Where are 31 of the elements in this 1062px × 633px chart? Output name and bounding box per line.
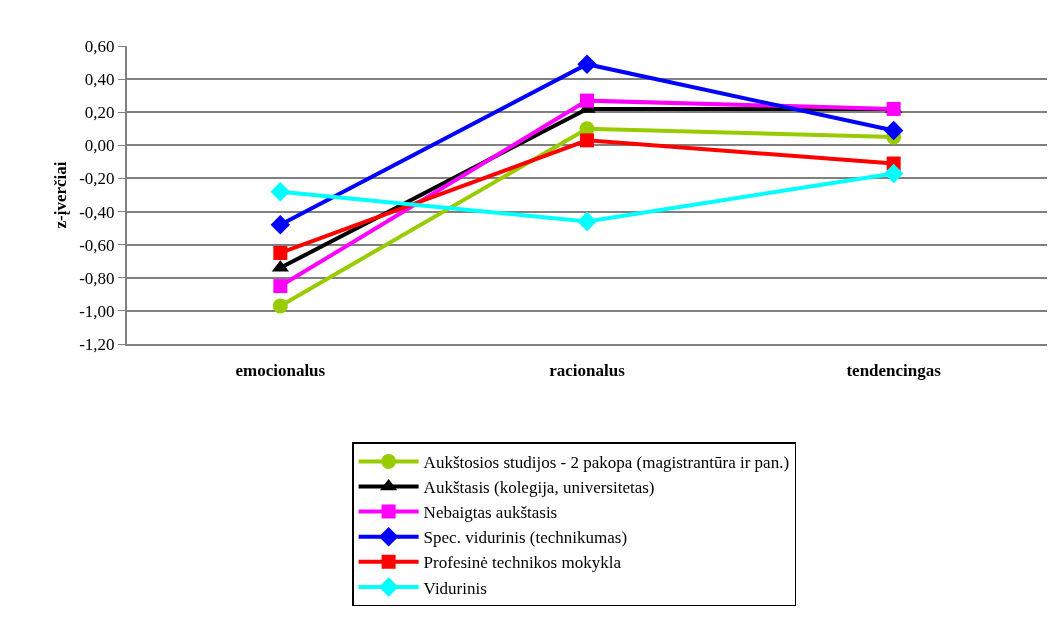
legend-label: Vidurinis xyxy=(423,578,487,598)
point xyxy=(883,120,904,141)
y-tick-label: 0,40 xyxy=(84,70,115,90)
point xyxy=(580,133,594,148)
x-tick-label: emocionalus xyxy=(235,361,326,381)
point xyxy=(272,298,288,314)
point xyxy=(273,279,288,294)
point xyxy=(883,163,904,184)
legend-label: Nebaigtas aukštasis xyxy=(423,503,558,523)
y-tick-label: 0,60 xyxy=(84,36,115,56)
y-tick-label: 0,00 xyxy=(84,136,115,156)
y-tick-label: -0,60 xyxy=(79,235,115,255)
x-tick-label: tendencingas xyxy=(846,361,942,381)
point xyxy=(273,245,288,260)
legend-label: Aukštosios studijos - 2 pakopa (magistrantūra ir pan.) xyxy=(423,453,790,473)
point xyxy=(577,54,597,74)
y-tick-label: -0,40 xyxy=(79,202,115,222)
y-axis-title: z-įverčiai xyxy=(51,161,71,229)
legend-label: Spec. vidurinis (technikumas) xyxy=(423,528,628,548)
y-tick-label: -0,80 xyxy=(79,268,115,288)
point xyxy=(580,93,594,108)
legend-label: Aukštasis (kolegija, universitetas) xyxy=(423,478,655,498)
y-tick-label: 0,20 xyxy=(84,103,115,123)
point xyxy=(270,215,291,235)
legend-label: Profesinė technikos mokykla xyxy=(423,553,622,573)
x-tick-label: racionalus xyxy=(549,361,626,381)
point xyxy=(577,211,597,232)
y-tick-label: -1,00 xyxy=(79,301,115,321)
y-tick-label: -0,20 xyxy=(79,169,115,189)
point xyxy=(270,181,291,202)
y-tick-label: -1,20 xyxy=(79,334,115,354)
